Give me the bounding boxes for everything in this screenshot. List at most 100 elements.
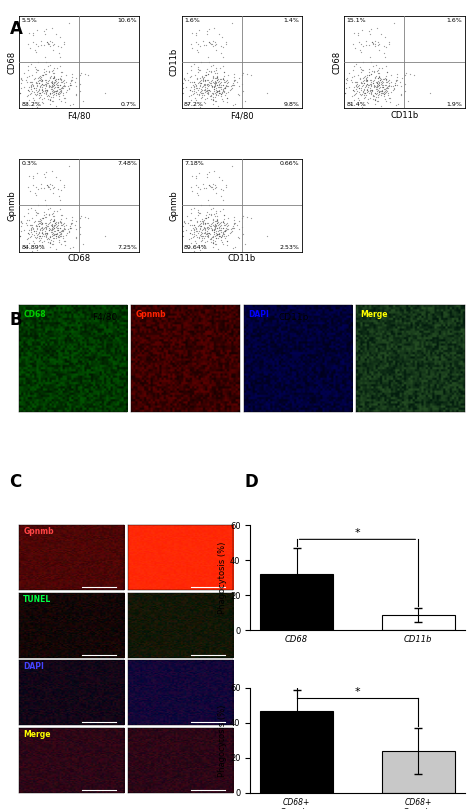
Point <box>42 217 50 230</box>
Point <box>53 227 60 239</box>
Point <box>41 227 48 239</box>
Point <box>47 225 55 238</box>
Text: Merge: Merge <box>361 310 388 319</box>
Point <box>205 222 212 235</box>
Point <box>50 214 58 227</box>
Point <box>65 83 73 95</box>
Point <box>25 37 32 50</box>
Point <box>205 36 213 49</box>
Point <box>355 28 362 41</box>
Point <box>204 171 211 184</box>
Point <box>58 209 65 222</box>
Point <box>61 74 68 87</box>
Point <box>32 180 40 193</box>
Point <box>38 92 46 105</box>
Point <box>28 84 36 97</box>
Y-axis label: CD68: CD68 <box>332 51 341 74</box>
Point <box>195 87 203 100</box>
Point <box>194 189 202 202</box>
Point <box>57 70 65 83</box>
Point <box>208 80 216 93</box>
Point <box>222 74 229 87</box>
Point <box>380 75 387 88</box>
Point <box>35 227 42 240</box>
Point <box>37 218 45 231</box>
Point <box>17 225 25 238</box>
Point <box>48 226 55 239</box>
Y-axis label: CD68: CD68 <box>7 51 16 74</box>
Text: Gpnmb: Gpnmb <box>23 527 54 536</box>
Point <box>210 223 218 236</box>
Point <box>374 91 382 104</box>
Point <box>56 222 64 235</box>
Point <box>382 73 389 86</box>
Point <box>215 220 222 233</box>
Point <box>53 84 60 97</box>
Point <box>212 84 219 97</box>
Point <box>197 183 204 196</box>
Point <box>23 71 31 84</box>
Point <box>219 226 227 239</box>
Point <box>55 75 62 88</box>
Point <box>215 28 222 40</box>
Point <box>77 210 84 222</box>
Point <box>49 218 56 231</box>
Point <box>382 95 390 108</box>
Point <box>367 86 375 99</box>
Point <box>373 81 380 94</box>
Point <box>375 70 383 83</box>
Text: 84.89%: 84.89% <box>21 244 45 250</box>
Point <box>221 82 228 95</box>
Point <box>211 74 219 87</box>
Point <box>49 36 56 49</box>
Point <box>366 91 374 104</box>
Point <box>57 95 64 108</box>
Point <box>229 78 237 91</box>
Point <box>46 215 54 228</box>
Point <box>200 216 207 229</box>
Point <box>36 231 43 244</box>
Point <box>373 65 381 78</box>
Point <box>228 226 235 239</box>
Point <box>210 80 218 93</box>
Point <box>30 85 37 98</box>
Point <box>40 211 47 224</box>
Point <box>31 187 38 200</box>
Point <box>57 238 64 251</box>
Point <box>211 218 219 231</box>
Point <box>48 218 56 231</box>
Point <box>209 98 217 111</box>
Point <box>30 237 37 250</box>
Point <box>374 75 381 88</box>
Point <box>188 184 196 197</box>
Point <box>61 92 68 105</box>
Point <box>367 88 374 101</box>
Point <box>367 87 375 100</box>
Point <box>375 44 383 57</box>
Point <box>215 171 222 184</box>
Point <box>213 72 221 85</box>
Point <box>384 81 392 94</box>
Point <box>35 234 43 247</box>
Text: CD68: CD68 <box>23 310 46 319</box>
Point <box>25 94 32 107</box>
Point <box>51 84 59 97</box>
Point <box>201 81 209 94</box>
Point <box>190 87 198 100</box>
Point <box>219 230 226 243</box>
Point <box>205 87 212 100</box>
Point <box>58 227 65 240</box>
Point <box>38 212 46 225</box>
Point <box>206 89 214 102</box>
Point <box>76 68 83 81</box>
Point <box>49 222 56 235</box>
Point <box>49 221 56 234</box>
Point <box>358 79 366 92</box>
Point <box>62 79 69 92</box>
Point <box>361 81 369 94</box>
X-axis label: F4/80: F4/80 <box>230 112 254 121</box>
Point <box>30 82 38 95</box>
Point <box>374 74 382 87</box>
Point <box>222 80 229 93</box>
Point <box>210 208 218 221</box>
